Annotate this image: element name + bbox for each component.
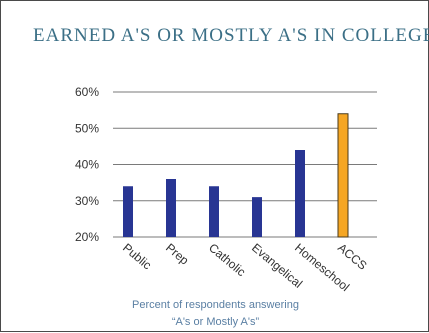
bar-catholic — [209, 186, 219, 237]
y-tick-label: 30% — [75, 194, 99, 208]
y-tick-labels: 20% 30% 40% 50% 60% — [75, 85, 99, 244]
chart-title: EARNED A'S OR MOSTLY A'S IN COLLEGE — [33, 25, 429, 46]
caption-line-2: “A's or Mostly A's” — [171, 316, 260, 328]
x-tick-label: ACCS — [335, 241, 370, 273]
x-tick-labels: Public Prep Catholic EvangelicalHomeschoolA… — [120, 241, 370, 295]
bar-prep — [166, 179, 176, 237]
y-tick-label: 60% — [75, 85, 99, 99]
chart-caption: Percent of respondents answering “A's or… — [1, 297, 429, 331]
bars — [123, 113, 349, 238]
gridlines — [113, 91, 377, 238]
x-tick-label: Public — [120, 241, 154, 273]
x-tick-label: Catholic — [206, 241, 248, 280]
y-tick-label: 20% — [75, 230, 99, 244]
x-tick-label: Prep — [163, 241, 192, 268]
bar-evangelical — [252, 197, 262, 237]
bar-homeschool — [295, 150, 305, 237]
bar-accs — [337, 113, 349, 238]
bar-public — [123, 186, 133, 237]
y-tick-label: 40% — [75, 158, 99, 172]
y-tick-label: 50% — [75, 121, 99, 135]
caption-line-1: Percent of respondents answering — [132, 299, 299, 311]
